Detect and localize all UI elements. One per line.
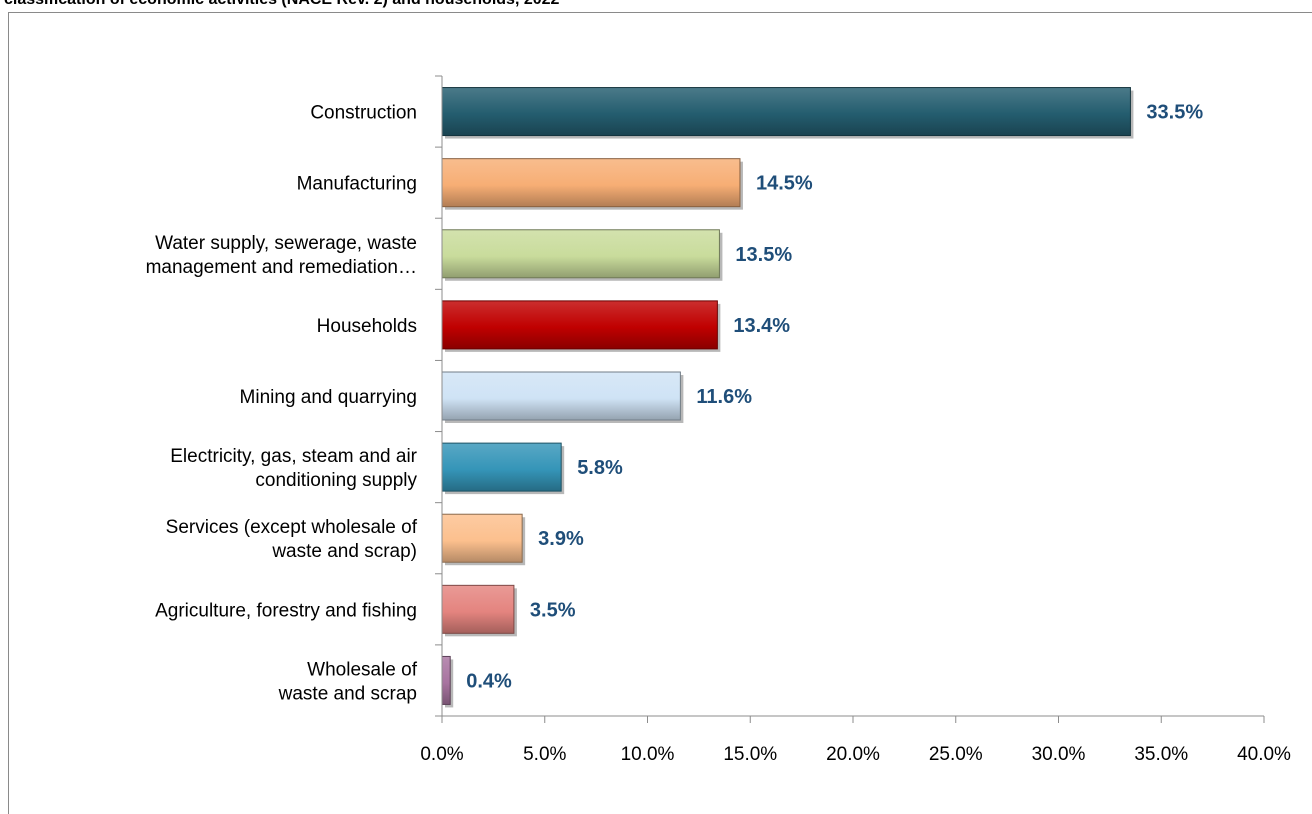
data-label: 33.5% [1146,102,1203,124]
data-label: 14.5% [756,173,813,195]
bar [441,371,681,421]
data-label: 13.4% [733,315,790,337]
data-label: 3.9% [538,528,584,550]
x-tick-label: 30.0% [1032,744,1086,765]
category-label: Construction [310,103,417,124]
chart-frame [8,12,1312,814]
category-label: Water supply, sewerage, waste management … [146,233,417,278]
x-tick-label: 15.0% [723,744,777,765]
bar [441,87,1131,137]
x-tick-label: 5.0% [523,744,566,765]
data-label: 0.4% [466,670,512,692]
bar [441,584,515,634]
category-label: Services (except wholesale of waste and s… [166,517,418,562]
x-tick-label: 35.0% [1134,744,1188,765]
category-label: Wholesale of waste and scrap [278,659,418,704]
category-label: Households [317,316,417,337]
category-label: Agriculture, forestry and fishing [155,600,417,621]
bar [441,442,562,492]
x-tick-label: 20.0% [826,744,880,765]
category-label: Electricity, gas, steam and air condition… [170,446,417,491]
bar [441,158,741,208]
data-label: 11.6% [696,386,752,408]
x-tick-label: 0.0% [420,744,463,765]
bar [441,513,523,563]
x-tick-label: 10.0% [621,744,675,765]
x-tick-label: 40.0% [1237,744,1291,765]
bar [441,655,451,705]
chart-title: classification of economic activities (N… [4,0,559,9]
data-label: 5.8% [577,457,623,479]
data-label: 3.5% [530,599,576,621]
data-label: 13.5% [735,244,792,266]
x-tick-label: 25.0% [929,744,983,765]
category-label: Mining and quarrying [240,387,417,408]
category-label: Manufacturing [297,174,417,195]
bar [441,300,718,350]
bar [441,229,720,279]
